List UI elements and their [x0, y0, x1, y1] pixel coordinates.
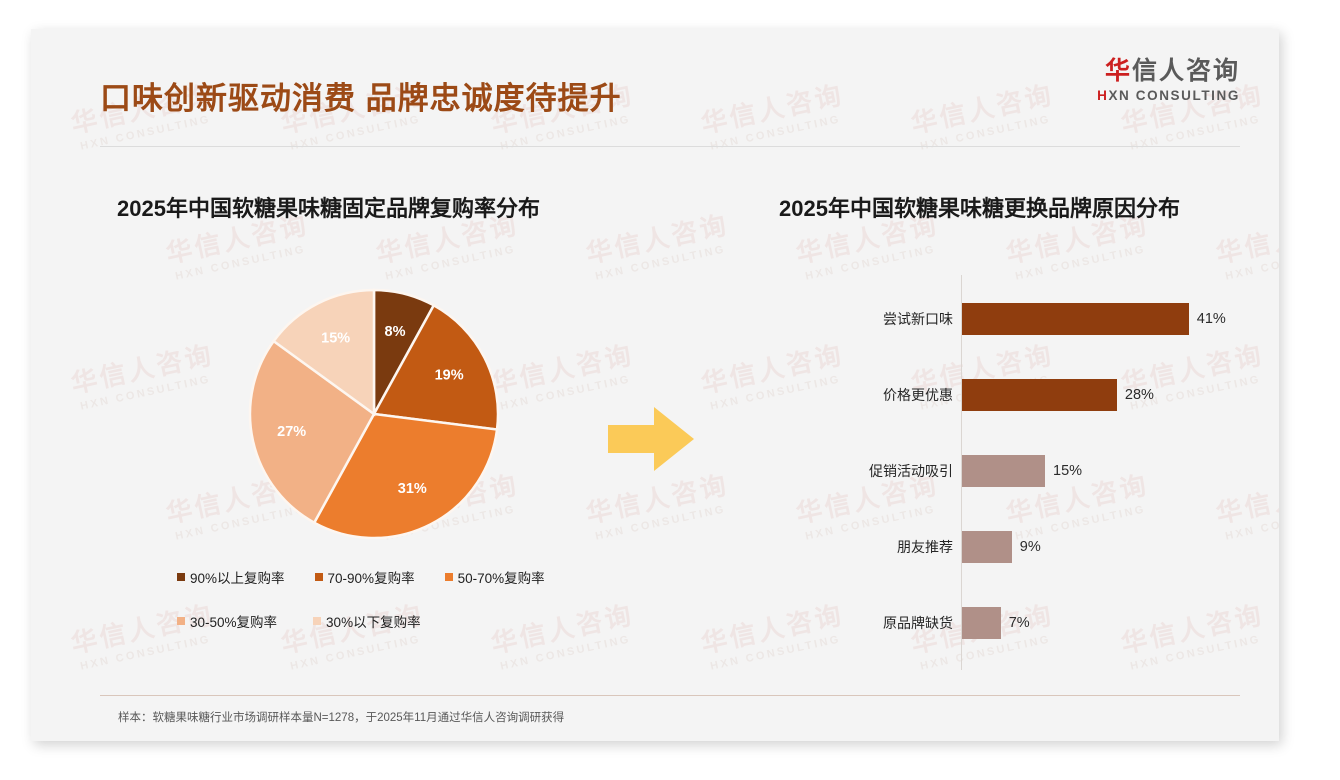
legend-label: 90%以上复购率	[190, 571, 285, 586]
company-logo: 华信人咨询 HXN CONSULTING	[1097, 57, 1240, 103]
bar-row: 尝试新口味 41%	[791, 303, 1261, 335]
legend-item[interactable]: 30%以下复购率	[313, 611, 421, 631]
slide-header: 口味创新驱动消费 品牌忠诚度待提升 华信人咨询 HXN CONSULTING	[31, 29, 1279, 137]
legend-label: 30%以下复购率	[326, 615, 421, 630]
pie-slice	[372, 303, 500, 431]
bar-category-label: 尝试新口味	[883, 311, 953, 327]
slide-card: 华信人咨询 HXN CONSULTING 华信人咨询 HXN CONSULTING 华信…	[31, 29, 1279, 741]
bar-track: 7%	[962, 607, 1261, 639]
logo-english-name: HXN CONSULTING	[1097, 88, 1240, 103]
right-arrow-icon	[608, 407, 694, 471]
bar-track: 28%	[962, 379, 1261, 411]
pie-chart-legend: 90%以上复购率 70-90%复购率 50-70%复购率 30-50%复购率 30%以下…	[177, 567, 597, 655]
logo-rest-chars: 信人咨询	[1131, 57, 1240, 85]
bar-value-label: 7%	[1008, 615, 1030, 631]
bar-chart: 尝试新口味 41% 价格更优惠 28% 促销活动吸引 15% 朋友推荐 9% 原品牌缺货 7%	[791, 275, 1261, 675]
bar-fill[interactable]	[962, 607, 1001, 639]
slide-body: 2025年中国软糖果味糖固定品牌复购率分布 2025年中国软糖果味糖更换品牌原因…	[31, 147, 1279, 741]
legend-swatch	[177, 617, 185, 625]
legend-item[interactable]: 50-70%复购率	[444, 567, 545, 587]
pie-slice-label: 19%	[435, 368, 464, 384]
pie-slice-label: 31%	[398, 481, 427, 497]
pie-slice-label: 15%	[321, 331, 350, 347]
legend-item[interactable]: 90%以上复购率	[177, 567, 285, 587]
note-divider	[100, 695, 1240, 696]
bar-row: 朋友推荐 9%	[791, 531, 1261, 563]
pie-slice	[312, 412, 499, 540]
page-title: 口味创新驱动消费 品牌忠诚度待提升	[100, 81, 622, 116]
pie-chart-svg: 8% 19% 31% 27% 15%	[248, 288, 500, 540]
legend-label: 30-50%复购率	[190, 615, 278, 630]
logo-accent-char: 华	[1104, 57, 1132, 85]
bar-value-label: 41%	[1196, 311, 1226, 327]
bar-fill[interactable]	[962, 455, 1045, 487]
bar-fill[interactable]	[962, 379, 1117, 411]
bar-value-label: 15%	[1053, 463, 1083, 479]
logo-en-rest: XN CONSULTING	[1108, 87, 1240, 103]
bar-category-label: 原品牌缺货	[883, 615, 953, 631]
flow-arrow	[608, 403, 694, 475]
bar-fill[interactable]	[962, 531, 1012, 563]
bar-category-label: 价格更优惠	[883, 387, 953, 403]
legend-row: 30-50%复购率 30%以下复购率	[177, 611, 597, 631]
bar-track: 41%	[962, 303, 1261, 335]
bar-track: 9%	[962, 531, 1261, 563]
legend-swatch	[313, 617, 322, 625]
legend-swatch	[177, 573, 185, 581]
legend-item[interactable]: 70-90%复购率	[314, 567, 415, 587]
left-chart-title: 2025年中国软糖果味糖固定品牌复购率分布	[117, 196, 540, 221]
logo-chinese-name: 华信人咨询	[1097, 57, 1240, 86]
bar-chart-axis-line	[961, 275, 962, 670]
legend-row: 90%以上复购率 70-90%复购率 50-70%复购率	[177, 567, 597, 587]
pie-slice	[271, 288, 376, 417]
bar-row: 促销活动吸引 15%	[791, 455, 1261, 487]
pie-slice-label: 8%	[385, 324, 406, 340]
right-chart-title: 2025年中国软糖果味糖更换品牌原因分布	[779, 196, 1180, 221]
bar-value-label: 28%	[1124, 387, 1154, 403]
sample-note: 样本：软糖果味糖行业市场调研样本量N=1278，于2025年11月通过华信人咨询…	[118, 712, 565, 724]
legend-swatch	[314, 573, 323, 581]
pie-slice-label: 27%	[277, 424, 306, 440]
pie-slice	[248, 339, 376, 525]
bar-fill[interactable]	[962, 303, 1189, 335]
bar-value-label: 9%	[1019, 539, 1041, 555]
legend-swatch	[444, 573, 453, 581]
bar-row: 原品牌缺货 7%	[791, 607, 1261, 639]
legend-item[interactable]: 30-50%复购率	[177, 611, 277, 631]
logo-en-accent: H	[1097, 87, 1109, 103]
legend-label: 50-70%复购率	[457, 571, 545, 586]
bar-row: 价格更优惠 28%	[791, 379, 1261, 411]
bar-track: 15%	[962, 455, 1261, 487]
pie-chart: 8% 19% 31% 27% 15%	[247, 287, 501, 541]
bar-category-label: 朋友推荐	[897, 539, 953, 555]
bar-category-label: 促销活动吸引	[869, 463, 953, 479]
legend-label: 70-90%复购率	[327, 571, 415, 586]
header-divider	[100, 146, 1240, 147]
